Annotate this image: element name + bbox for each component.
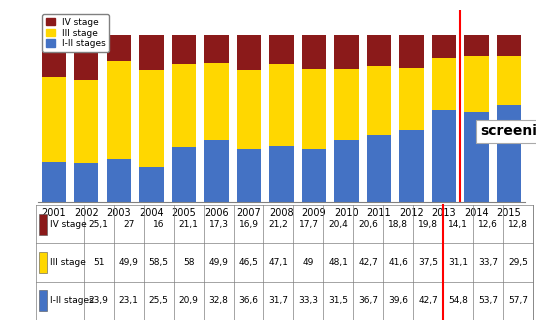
Bar [497, 105, 521, 202]
Text: I-II stages: I-II stages [50, 296, 94, 305]
Bar [432, 58, 456, 110]
Text: 41,6: 41,6 [389, 258, 408, 267]
Bar [269, 146, 294, 202]
Legend: IV stage, III stage, I-II stages: IV stage, III stage, I-II stages [42, 14, 109, 52]
Text: 39,6: 39,6 [389, 296, 408, 305]
Bar [334, 140, 359, 202]
Bar [269, 64, 294, 146]
Text: 16: 16 [153, 220, 165, 229]
Text: 33,3: 33,3 [299, 296, 318, 305]
Bar [39, 290, 47, 311]
Bar [139, 167, 163, 202]
Text: 17,3: 17,3 [209, 220, 228, 229]
Bar [39, 214, 47, 235]
Text: 36,6: 36,6 [239, 296, 258, 305]
Text: 46,5: 46,5 [239, 258, 258, 267]
Text: 17,7: 17,7 [299, 220, 318, 229]
Text: 20,6: 20,6 [359, 220, 378, 229]
Text: 25,5: 25,5 [148, 296, 168, 305]
Text: 54,8: 54,8 [449, 296, 468, 305]
Bar [139, 70, 163, 167]
Bar [74, 35, 99, 80]
Text: 57,7: 57,7 [508, 296, 528, 305]
Bar [464, 56, 489, 112]
Text: 23,9: 23,9 [88, 296, 109, 305]
Bar [237, 70, 261, 149]
Bar [74, 80, 99, 163]
Bar [204, 140, 228, 202]
Text: 20,4: 20,4 [329, 220, 348, 229]
Bar [74, 163, 99, 202]
Text: 31,5: 31,5 [329, 296, 348, 305]
Bar [42, 76, 66, 162]
Bar [464, 35, 489, 56]
Text: 58,5: 58,5 [148, 258, 168, 267]
Bar [399, 35, 423, 68]
Text: 32,8: 32,8 [209, 296, 228, 305]
Bar [497, 56, 521, 105]
Text: 42,7: 42,7 [359, 258, 378, 267]
Text: IV stage: IV stage [50, 220, 87, 229]
Text: 12,6: 12,6 [479, 220, 498, 229]
Text: 12,8: 12,8 [508, 220, 528, 229]
Bar [432, 110, 456, 202]
Text: 29,5: 29,5 [508, 258, 528, 267]
Bar [302, 35, 326, 69]
Text: 21,2: 21,2 [269, 220, 288, 229]
Bar [367, 35, 391, 66]
Bar [107, 159, 131, 202]
Text: 31,1: 31,1 [449, 258, 468, 267]
Bar [302, 69, 326, 149]
Bar [497, 35, 521, 56]
Bar [42, 162, 66, 202]
Bar [334, 35, 359, 69]
Bar [172, 147, 196, 202]
Bar [367, 66, 391, 135]
Bar [269, 35, 294, 64]
Bar [204, 63, 228, 140]
Text: 25,1: 25,1 [88, 220, 109, 229]
Text: 36,7: 36,7 [359, 296, 378, 305]
Text: 21,1: 21,1 [178, 220, 198, 229]
Bar [464, 112, 489, 202]
Text: 49,9: 49,9 [209, 258, 228, 267]
Text: 20,9: 20,9 [178, 296, 198, 305]
Text: 16,9: 16,9 [239, 220, 258, 229]
Bar [399, 130, 423, 202]
Text: 58: 58 [183, 258, 194, 267]
Text: 14,1: 14,1 [449, 220, 468, 229]
Bar [139, 35, 163, 70]
Text: 48,1: 48,1 [329, 258, 348, 267]
Bar [237, 149, 261, 202]
Text: 19,8: 19,8 [419, 220, 438, 229]
Bar [432, 35, 456, 58]
Bar [39, 252, 47, 273]
Text: 18,8: 18,8 [389, 220, 408, 229]
Bar [237, 35, 261, 70]
Text: 49: 49 [303, 258, 314, 267]
Bar [42, 35, 66, 76]
Text: 37,5: 37,5 [419, 258, 438, 267]
Bar [172, 64, 196, 147]
Text: 31,7: 31,7 [269, 296, 288, 305]
Bar [367, 135, 391, 202]
Text: 27: 27 [123, 220, 135, 229]
Text: 53,7: 53,7 [478, 296, 498, 305]
Bar [107, 61, 131, 159]
Text: 23,1: 23,1 [118, 296, 138, 305]
Text: 51: 51 [93, 258, 105, 267]
Text: III stage: III stage [50, 258, 86, 267]
Bar [334, 69, 359, 140]
Bar [172, 35, 196, 64]
Bar [204, 35, 228, 63]
Text: screening: screening [480, 124, 536, 139]
Bar [399, 68, 423, 130]
Text: 42,7: 42,7 [419, 296, 438, 305]
Text: 49,9: 49,9 [118, 258, 138, 267]
Text: 33,7: 33,7 [478, 258, 498, 267]
Text: 47,1: 47,1 [269, 258, 288, 267]
Bar [302, 149, 326, 202]
Bar [107, 35, 131, 61]
